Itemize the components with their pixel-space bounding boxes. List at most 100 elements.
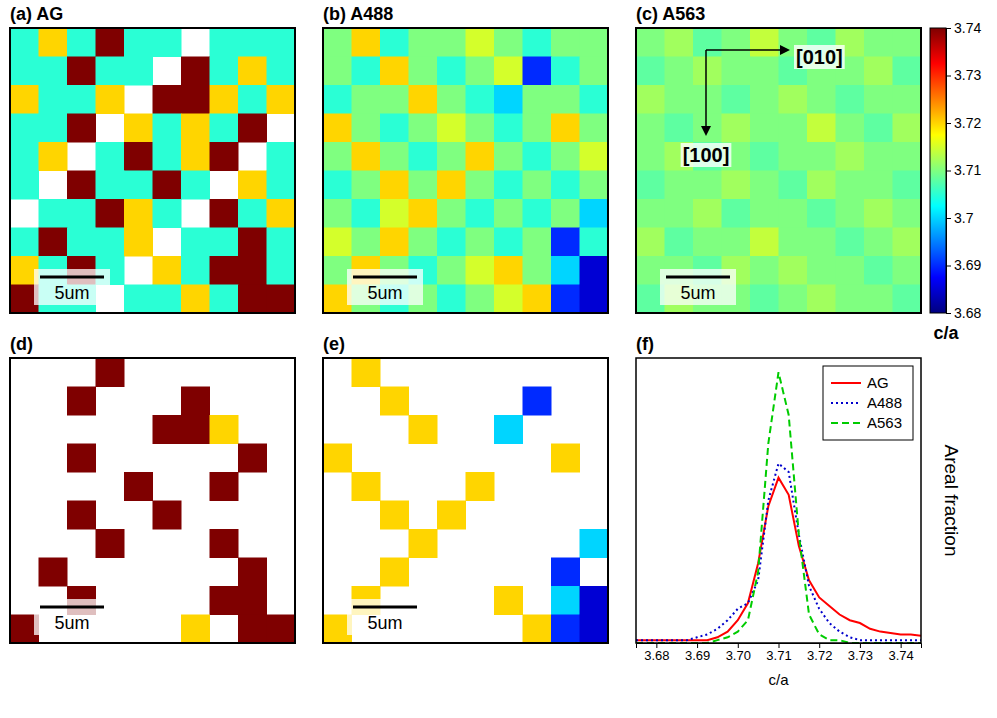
direction-label: [010]	[796, 46, 843, 68]
map-cell	[409, 28, 438, 57]
map-cell	[580, 256, 609, 285]
map-cell	[323, 199, 352, 228]
map-cell	[466, 142, 495, 171]
panel-title: (c) A563	[636, 4, 705, 24]
map-cell	[636, 114, 665, 143]
map-cell	[39, 57, 68, 86]
scale-bar	[353, 606, 417, 609]
map-cell	[267, 615, 296, 644]
tick: 3.73	[848, 643, 873, 663]
map-cell	[722, 171, 751, 200]
map-cell	[210, 28, 239, 57]
map-cell	[380, 85, 409, 114]
map-cell	[210, 285, 239, 314]
map-cell	[323, 114, 352, 143]
arrow	[705, 50, 707, 130]
panel-title: (b) A488	[323, 4, 393, 24]
map-cell	[409, 85, 438, 114]
map-cell	[722, 28, 751, 57]
map-cell	[836, 171, 865, 200]
map-cell	[494, 85, 523, 114]
map-cell	[893, 171, 922, 200]
map-cell	[437, 114, 466, 143]
map-cell	[67, 387, 96, 416]
tick-mark	[946, 28, 951, 29]
map-cell	[466, 57, 495, 86]
map-cell	[864, 57, 893, 86]
map-cell	[124, 114, 153, 143]
map-cell	[39, 558, 68, 587]
map-cell	[722, 114, 751, 143]
map-cell	[636, 28, 665, 57]
scale-label: 5um	[367, 613, 402, 633]
map-cell	[551, 228, 580, 257]
map-cell	[409, 199, 438, 228]
map-cell	[10, 28, 39, 57]
map-cell	[39, 199, 68, 228]
map-cell	[636, 142, 665, 171]
map-cell	[323, 228, 352, 257]
map-cell	[722, 228, 751, 257]
map-cell	[836, 199, 865, 228]
map-cell	[466, 256, 495, 285]
map-cell	[124, 171, 153, 200]
map-cell	[551, 558, 580, 587]
map-cell	[39, 114, 68, 143]
map-cell	[836, 114, 865, 143]
tick: 3.69	[946, 257, 981, 273]
map-cell	[580, 199, 609, 228]
map-cell	[466, 171, 495, 200]
map-cell	[39, 85, 68, 114]
map-cell	[124, 285, 153, 314]
map-cell	[323, 444, 352, 473]
map-cell	[210, 529, 239, 558]
map-cell	[836, 142, 865, 171]
map-cell	[267, 228, 296, 257]
map-cell	[551, 171, 580, 200]
map-cell	[551, 199, 580, 228]
tick: 3.73	[946, 67, 981, 83]
map-cell	[352, 171, 381, 200]
label-patch	[347, 599, 423, 635]
map-cell	[67, 114, 96, 143]
scale-bar	[353, 276, 417, 279]
map-cell	[181, 256, 210, 285]
map-cell	[153, 85, 182, 114]
map-cell	[779, 85, 808, 114]
map-cell	[437, 57, 466, 86]
direction-label: [100]	[683, 144, 730, 166]
plot-background	[636, 358, 921, 643]
map-cell	[665, 228, 694, 257]
map-cell	[807, 85, 836, 114]
map-cell	[580, 586, 609, 615]
map-cell	[665, 114, 694, 143]
map-cell	[67, 85, 96, 114]
arrow-head	[780, 45, 790, 55]
tick-label: 3.72	[954, 115, 981, 131]
colorbar-gradient	[930, 28, 946, 313]
map-cell	[409, 415, 438, 444]
map-cell	[238, 615, 267, 644]
map-cell	[124, 228, 153, 257]
tick-label: 3.71	[954, 162, 981, 178]
map-cell	[750, 199, 779, 228]
map-cell	[238, 57, 267, 86]
tick: 3.72	[946, 115, 981, 131]
map-cell	[409, 171, 438, 200]
scale-bar-group: 5um	[660, 269, 736, 305]
tick: 3.68	[644, 643, 669, 663]
map-cell	[580, 57, 609, 86]
map-cell	[494, 142, 523, 171]
map-frame	[10, 358, 295, 643]
legend-swatch	[831, 382, 861, 384]
map-cell	[96, 85, 125, 114]
map-cell	[665, 199, 694, 228]
panel-title: (e)	[323, 334, 345, 354]
tick: 3.70	[726, 643, 751, 663]
map-cell	[67, 228, 96, 257]
map-cell	[153, 285, 182, 314]
map-cell	[10, 85, 39, 114]
tick-label: 3.69	[954, 257, 981, 273]
map-cell	[437, 28, 466, 57]
map-cell	[67, 57, 96, 86]
